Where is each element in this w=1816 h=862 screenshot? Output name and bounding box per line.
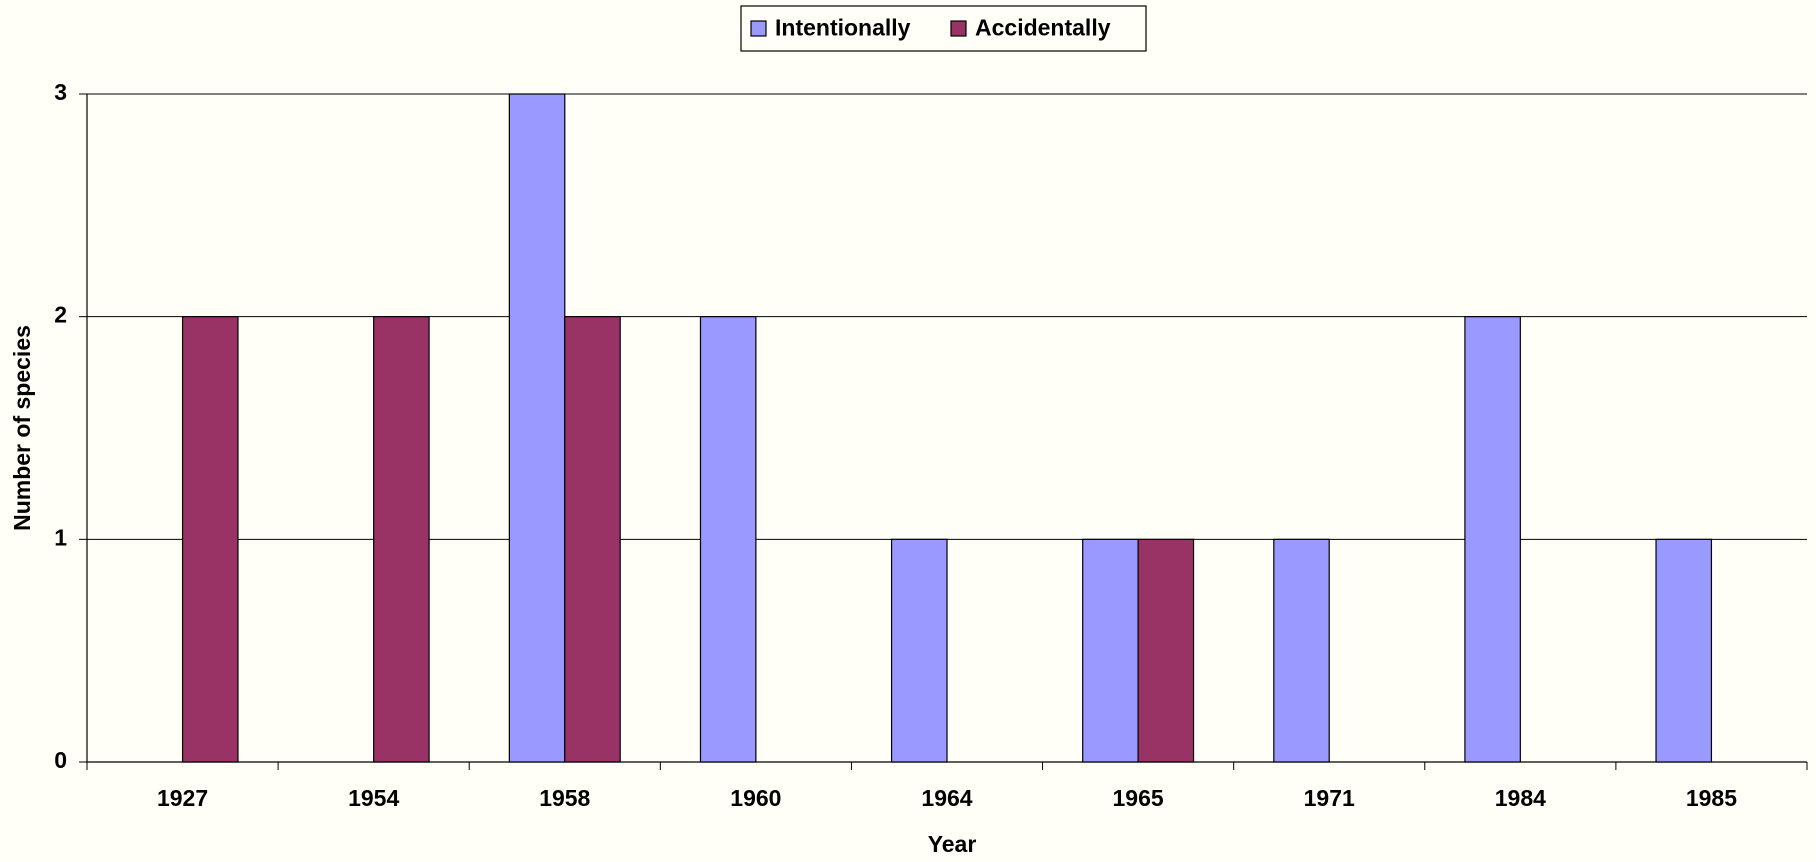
x-tick-label: 1985 [1686, 785, 1737, 811]
bar [564, 316, 621, 763]
bar [1137, 538, 1195, 763]
x-tick-label: 1984 [1495, 785, 1546, 811]
bar [699, 316, 757, 763]
legend-swatch [750, 20, 767, 37]
bar [181, 316, 239, 763]
y-tick-label: 2 [54, 302, 67, 328]
x-tick-label: 1958 [539, 785, 590, 811]
bar [890, 538, 948, 763]
legend-label: Intentionally [775, 15, 911, 41]
legend-box [740, 5, 1147, 52]
x-tick-label: 1960 [730, 785, 781, 811]
bar [373, 316, 430, 763]
x-tick-label: 1965 [1113, 785, 1164, 811]
x-axis-title: Year [928, 831, 977, 857]
y-tick-label: 1 [54, 524, 67, 550]
x-tick-label: 1971 [1304, 785, 1355, 811]
x-tick-label: 1927 [157, 785, 208, 811]
legend-swatch [950, 20, 967, 37]
bar [1273, 538, 1330, 763]
bar [1082, 538, 1139, 763]
y-tick-label: 3 [54, 79, 67, 105]
legend-label: Accidentally [975, 15, 1111, 41]
bar [508, 93, 566, 763]
bar [1655, 538, 1713, 763]
y-tick-label: 0 [54, 747, 67, 773]
x-tick-label: 1954 [348, 785, 399, 811]
bar [1464, 316, 1521, 763]
x-tick-label: 1964 [921, 785, 972, 811]
y-axis-title: Number of species [9, 325, 35, 531]
